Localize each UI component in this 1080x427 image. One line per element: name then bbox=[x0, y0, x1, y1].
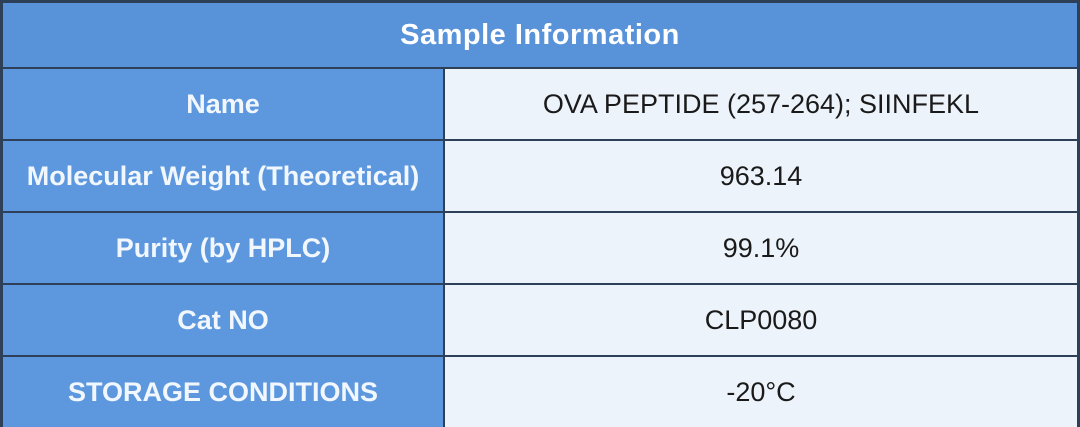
table-row: Cat NO CLP0080 bbox=[3, 285, 1077, 357]
table-row: STORAGE CONDITIONS -20°C bbox=[3, 357, 1077, 427]
table-title: Sample Information bbox=[400, 18, 680, 51]
row-label-purity: Purity (by HPLC) bbox=[3, 213, 445, 283]
row-value-name: OVA PEPTIDE (257-264); SIINFEKL bbox=[445, 69, 1077, 139]
row-value-molecular-weight: 963.14 bbox=[445, 141, 1077, 211]
table-row: Purity (by HPLC) 99.1% bbox=[3, 213, 1077, 285]
row-value-storage-conditions: -20°C bbox=[445, 357, 1077, 427]
table-header: Sample Information bbox=[3, 3, 1077, 69]
table-row: Molecular Weight (Theoretical) 963.14 bbox=[3, 141, 1077, 213]
row-value-cat-no: CLP0080 bbox=[445, 285, 1077, 355]
row-label-storage-conditions: STORAGE CONDITIONS bbox=[3, 357, 445, 427]
row-label-name: Name bbox=[3, 69, 445, 139]
row-value-purity: 99.1% bbox=[445, 213, 1077, 283]
row-label-cat-no: Cat NO bbox=[3, 285, 445, 355]
table-row: Name OVA PEPTIDE (257-264); SIINFEKL bbox=[3, 69, 1077, 141]
row-label-molecular-weight: Molecular Weight (Theoretical) bbox=[3, 141, 445, 211]
